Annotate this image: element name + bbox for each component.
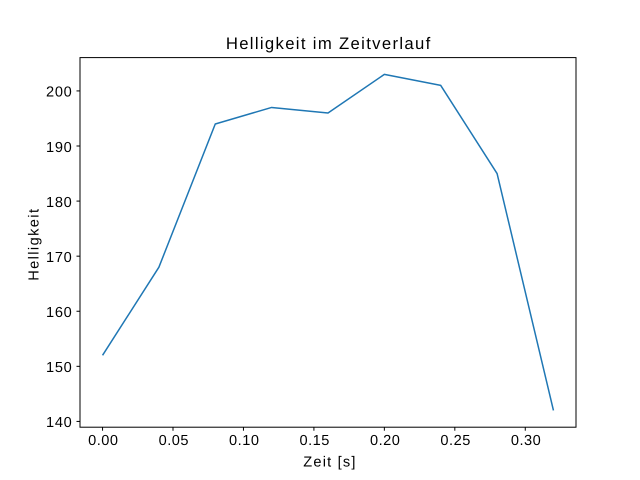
- svg-text:140: 140: [46, 415, 72, 431]
- svg-text:0.20: 0.20: [370, 433, 400, 449]
- svg-text:0.25: 0.25: [440, 433, 470, 449]
- svg-text:200: 200: [46, 85, 72, 101]
- svg-text:0.30: 0.30: [511, 433, 541, 449]
- svg-text:190: 190: [46, 140, 72, 156]
- svg-text:0.15: 0.15: [300, 433, 330, 449]
- svg-text:170: 170: [46, 250, 72, 266]
- svg-text:0.10: 0.10: [229, 433, 259, 449]
- svg-text:Helligkeit: Helligkeit: [27, 208, 43, 281]
- svg-text:150: 150: [46, 360, 72, 376]
- svg-text:160: 160: [46, 305, 72, 321]
- svg-text:180: 180: [46, 195, 72, 211]
- svg-text:0.00: 0.00: [88, 433, 118, 449]
- svg-text:Zeit [s]: Zeit [s]: [303, 455, 356, 471]
- svg-text:Helligkeit im Zeitverlauf: Helligkeit im Zeitverlauf: [226, 34, 432, 53]
- svg-text:0.05: 0.05: [159, 433, 189, 449]
